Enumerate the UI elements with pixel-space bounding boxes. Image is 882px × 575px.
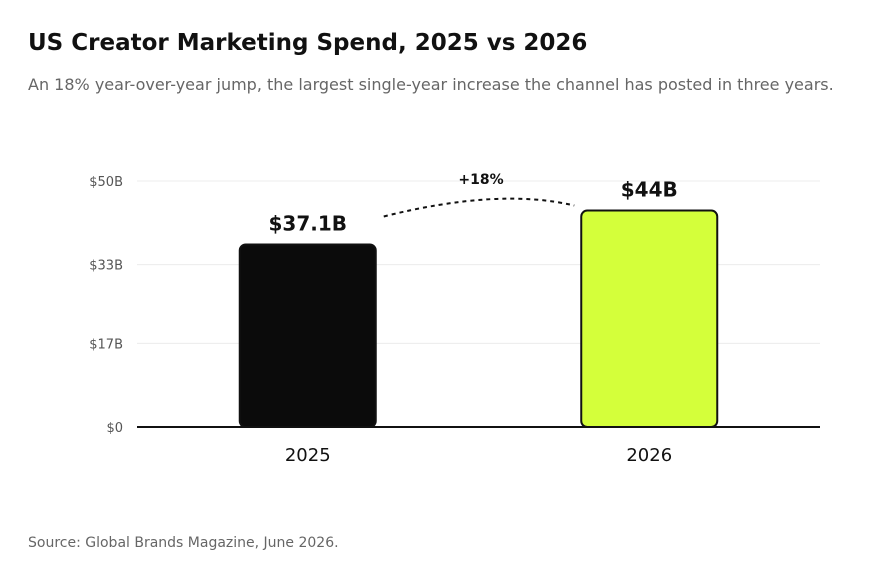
bars bbox=[238, 209, 719, 428]
x-axis-tick-labels: 2025 2026 bbox=[285, 445, 672, 466]
growth-label: +18% bbox=[458, 172, 503, 188]
value-label: $44B bbox=[621, 178, 678, 202]
chart-title: US Creator Marketing Spend, 2025 vs 2026 bbox=[28, 30, 588, 56]
growth-annotation: +18% bbox=[383, 172, 575, 218]
y-tick-label: $17B bbox=[89, 337, 123, 352]
value-label: $37.1B bbox=[268, 211, 347, 235]
x-tick-label: 2025 bbox=[285, 445, 331, 466]
y-tick-label: $0 bbox=[106, 421, 123, 436]
y-axis-tick-labels: $0 $17B $33B $50B bbox=[89, 175, 123, 436]
source-note: Source: Global Brands Magazine, June 202… bbox=[28, 535, 339, 551]
x-tick-label: 2026 bbox=[626, 445, 672, 466]
value-labels: $37.1B $44B bbox=[268, 178, 677, 236]
bar-2026 bbox=[580, 209, 719, 428]
y-tick-label: $33B bbox=[89, 259, 123, 274]
chart-subtitle: An 18% year-over-year jump, the largest … bbox=[28, 75, 834, 94]
growth-arc bbox=[383, 197, 575, 218]
y-tick-label: $50B bbox=[89, 175, 123, 190]
bar-2025 bbox=[238, 243, 377, 428]
